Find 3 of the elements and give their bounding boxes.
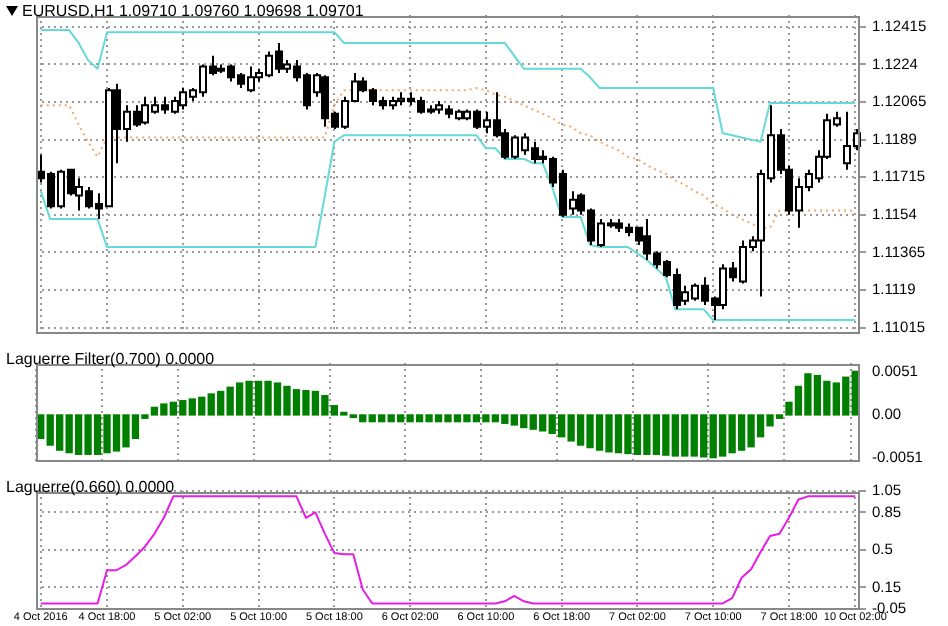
chart-title: EURUSD,H1 1.09710 1.09760 1.09698 1.09701 — [22, 2, 364, 20]
chart-title: Laguerre Filter(0.700) 0.0000 — [6, 350, 215, 368]
chart-title: Laguerre(0.660) 0.0000 — [6, 478, 175, 496]
